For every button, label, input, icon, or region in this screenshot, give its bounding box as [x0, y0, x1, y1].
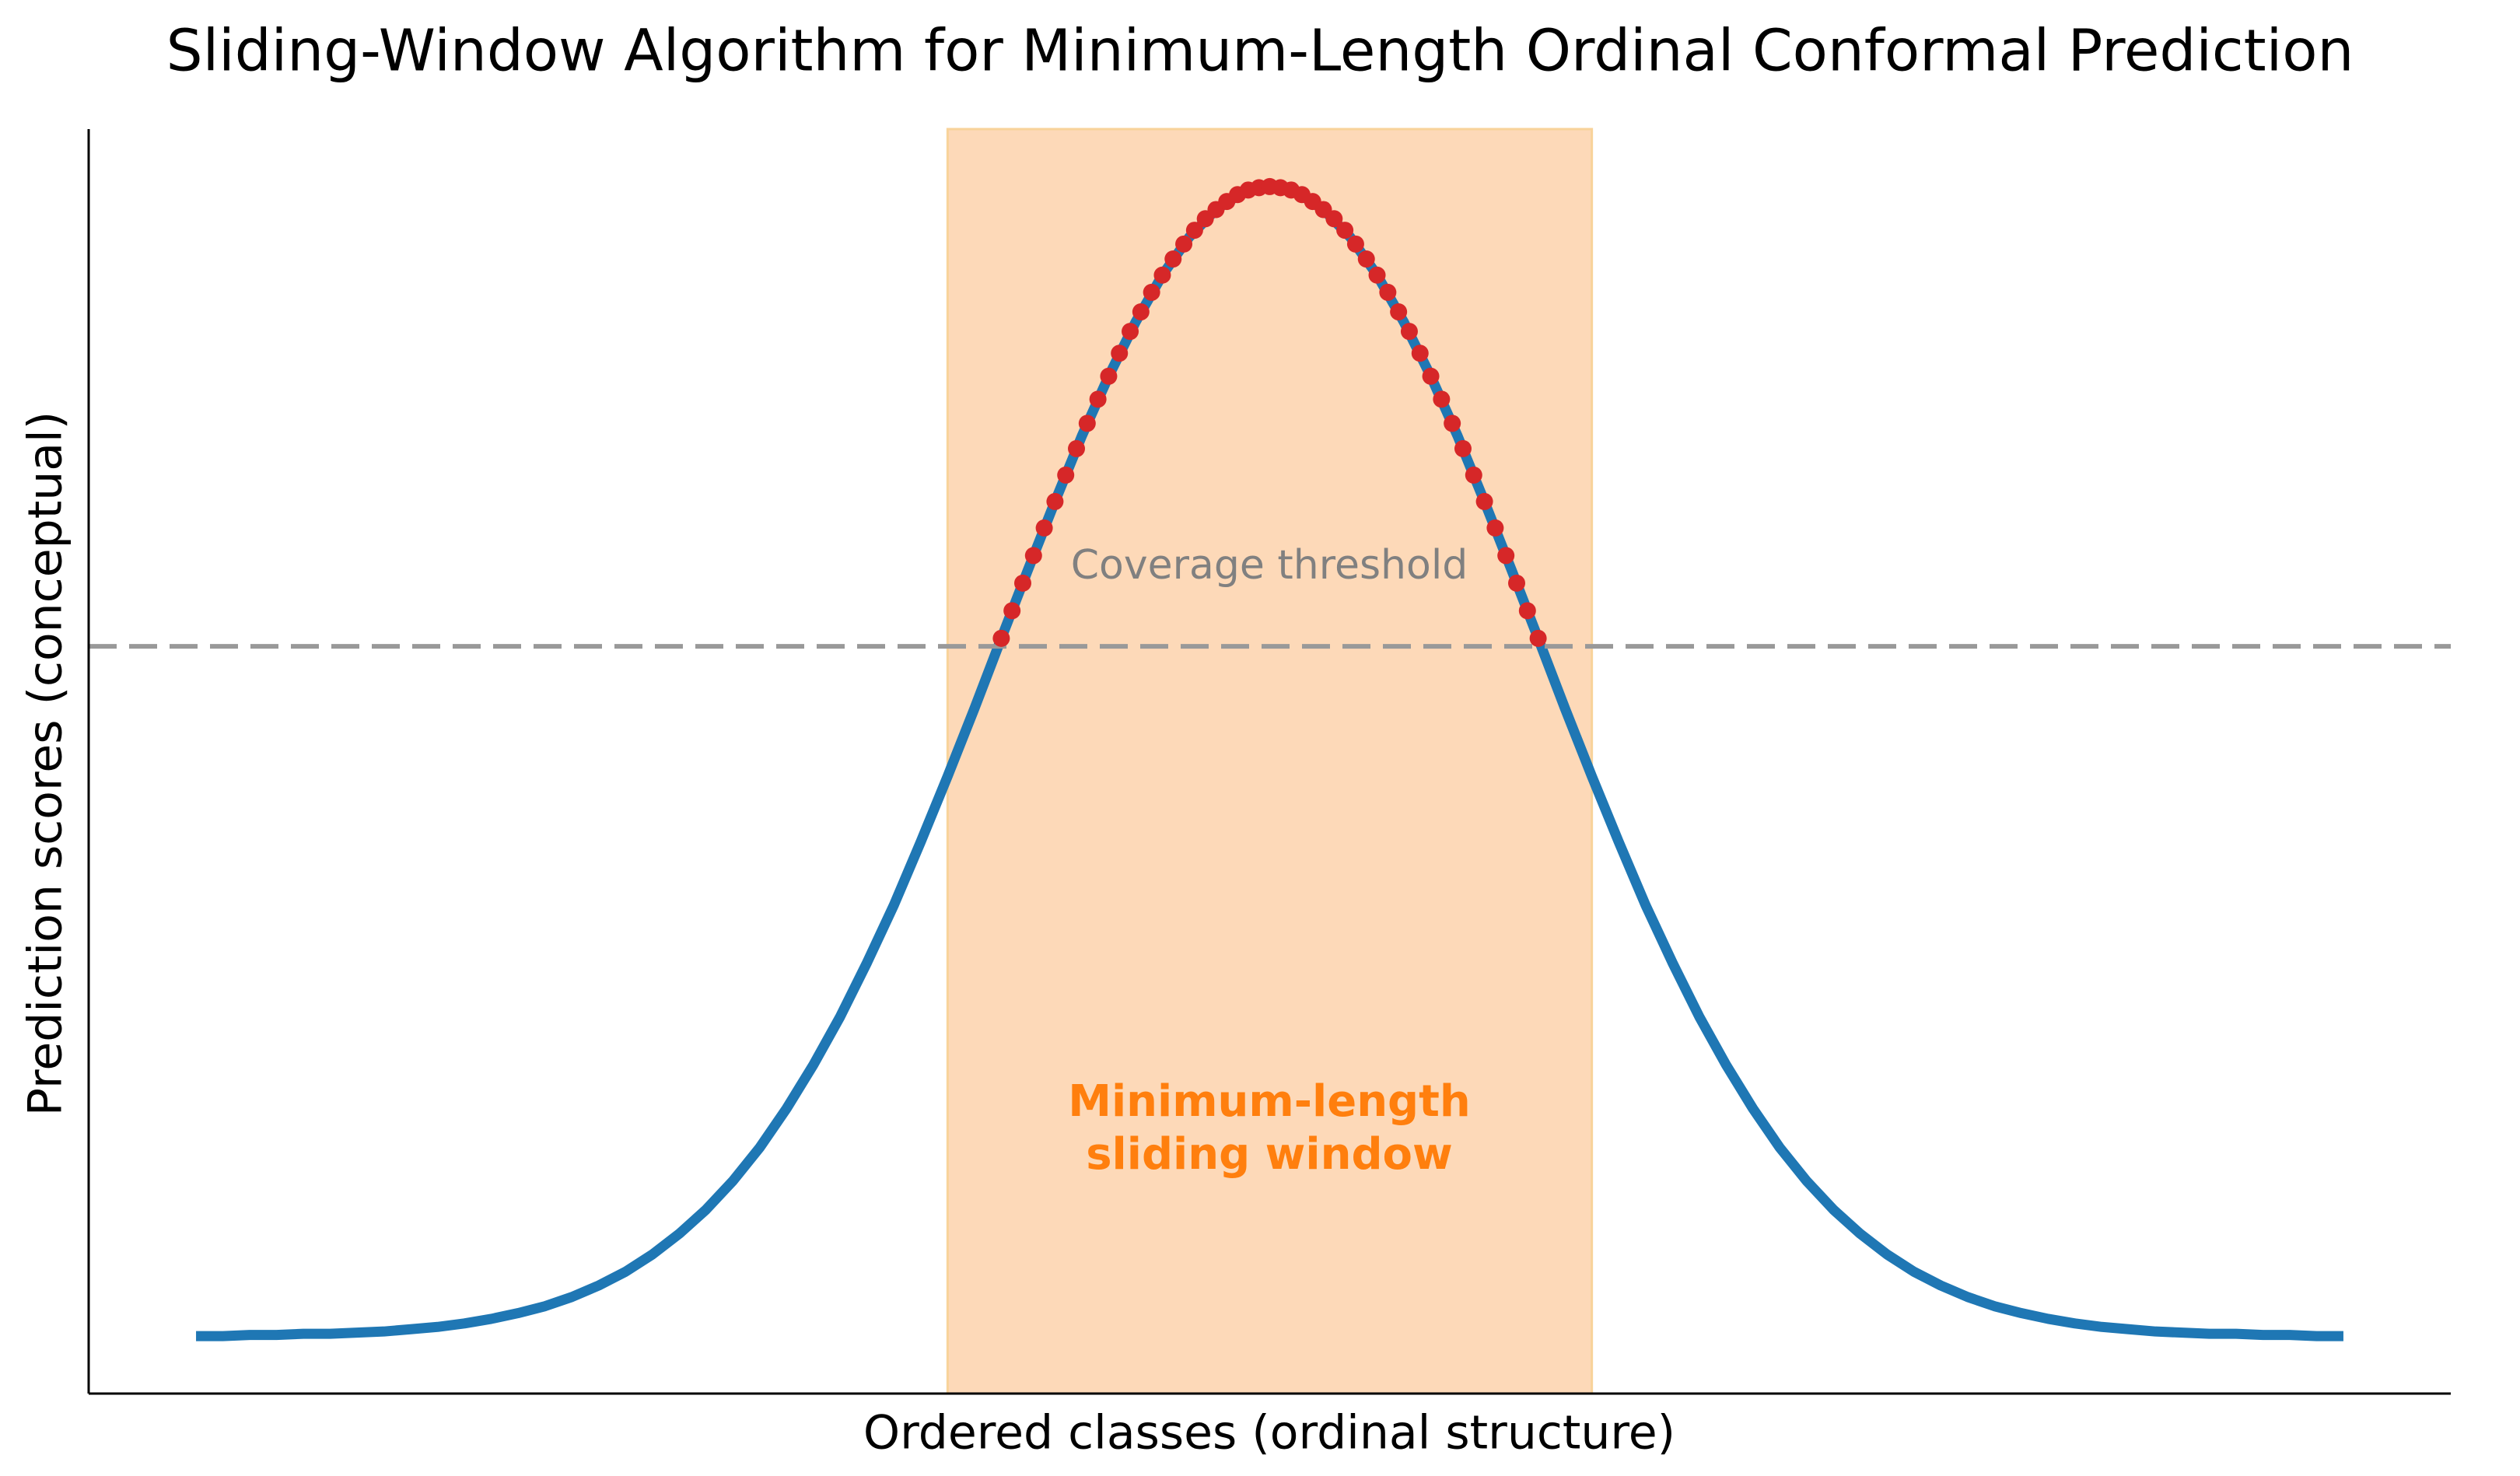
- selected-point: [992, 629, 1010, 647]
- selected-point: [1518, 602, 1536, 620]
- selected-point: [1454, 439, 1472, 457]
- selected-point: [1422, 367, 1440, 385]
- selected-point: [1336, 222, 1354, 240]
- selected-point: [1078, 414, 1096, 432]
- window-span: [946, 128, 1594, 1395]
- selected-point: [1035, 519, 1053, 537]
- selected-point: [1368, 266, 1386, 284]
- x-axis-label: Ordered classes (ordinal structure): [863, 1406, 1675, 1460]
- selected-point: [1529, 629, 1547, 647]
- selected-point: [1100, 367, 1118, 385]
- selected-point: [1325, 210, 1343, 228]
- selected-point: [1111, 345, 1129, 362]
- window-label: sliding window: [1086, 1129, 1453, 1180]
- selected-point: [1122, 323, 1139, 341]
- selected-point: [1057, 466, 1075, 484]
- selected-point: [1379, 283, 1397, 301]
- selected-point: [1497, 547, 1515, 565]
- selected-point: [1164, 250, 1182, 268]
- selected-point: [1390, 303, 1408, 321]
- selected-point: [1486, 519, 1504, 537]
- selected-point: [1068, 439, 1086, 457]
- selected-point: [1400, 323, 1418, 341]
- selected-point: [1175, 235, 1193, 253]
- selected-point: [1465, 466, 1482, 484]
- selected-point: [1444, 414, 1461, 432]
- selected-point: [1508, 574, 1526, 592]
- selected-point: [1346, 235, 1364, 253]
- chart-title: Sliding-Window Algorithm for Minimum-Len…: [166, 18, 2354, 85]
- selected-point: [1089, 390, 1107, 408]
- selected-point: [1357, 250, 1375, 268]
- threshold-label: Coverage threshold: [1071, 542, 1468, 589]
- selected-point: [1024, 547, 1042, 565]
- selected-point: [1013, 574, 1031, 592]
- selected-point: [1132, 303, 1150, 321]
- selected-point: [1143, 283, 1160, 301]
- selected-point: [1003, 602, 1021, 620]
- plot-area: Coverage threshold Minimum-lengthsliding …: [89, 128, 2451, 1395]
- selected-point: [1153, 266, 1171, 284]
- y-axis-label: Prediction scores (conceptual): [19, 411, 73, 1116]
- window-label: Minimum-length: [1068, 1076, 1471, 1127]
- selected-point: [1046, 492, 1064, 510]
- selected-point: [1433, 390, 1451, 408]
- selected-point: [1185, 222, 1203, 240]
- selected-point: [1411, 345, 1429, 362]
- selected-point: [1475, 492, 1493, 510]
